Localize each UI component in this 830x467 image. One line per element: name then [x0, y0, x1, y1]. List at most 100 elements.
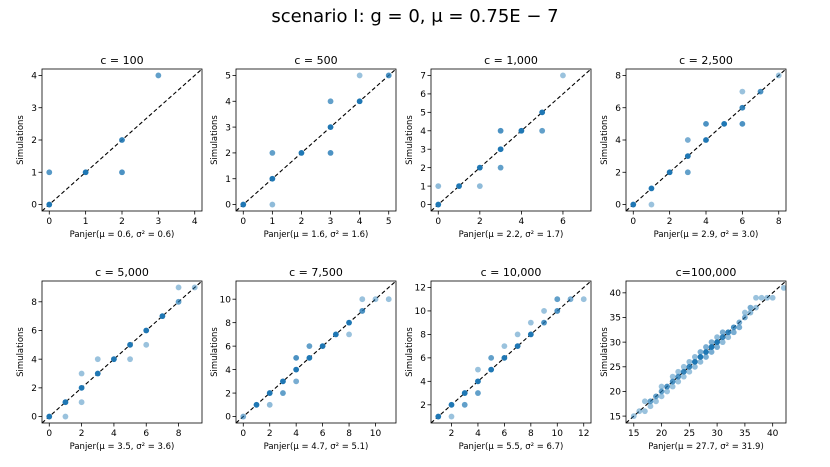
y-tick-label: 1 — [420, 182, 426, 192]
data-point — [94, 370, 101, 377]
data-point — [501, 343, 508, 350]
data-point — [567, 296, 574, 303]
data-point — [476, 164, 483, 171]
y-tick-label: 1 — [225, 175, 231, 185]
y-tick-label: 3 — [225, 123, 231, 133]
data-point — [143, 327, 150, 334]
data-point — [497, 164, 504, 171]
y-tick-label: 0 — [420, 201, 426, 211]
axes-frame — [41, 280, 203, 424]
data-point — [514, 343, 521, 350]
reference-line — [236, 69, 396, 211]
data-point — [554, 296, 561, 303]
y-tick-label: 20 — [610, 388, 622, 398]
data-point — [306, 354, 313, 361]
subplot-5: 0 2 4 6 8 0 2 4 6 8 c = 5,000 Panjer(μ = 3.5, σ² = … — [16, 266, 203, 452]
data-point — [658, 383, 665, 390]
data-point — [435, 201, 442, 208]
subplot-title: c = 500 — [294, 54, 337, 67]
data-point — [78, 384, 85, 391]
data-point — [680, 363, 687, 370]
data-point — [293, 366, 300, 373]
x-tick-label: 6 — [739, 217, 745, 227]
subplot-title: c=100,000 — [676, 266, 737, 279]
data-point — [580, 296, 587, 303]
data-point — [658, 393, 665, 400]
x-tick-label: 0 — [630, 217, 636, 227]
data-point — [630, 201, 637, 208]
x-tick-label: 2 — [667, 217, 673, 227]
y-tick-label: 8 — [225, 319, 231, 329]
data-point — [675, 373, 682, 380]
y-tick-label: 0 — [225, 201, 231, 211]
y-tick-label: 12 — [415, 284, 426, 294]
subplot-title: c = 7,500 — [289, 266, 343, 279]
x-axis-label: Panjer(μ = 2.9, σ² = 3.0) — [654, 230, 759, 240]
data-point — [514, 331, 521, 338]
data-point — [636, 408, 643, 415]
reference-line — [42, 281, 202, 423]
subplot-6: 0 2 4 6 8 10 0 2 4 6 8 10 c = 7,500 Panjer(μ = 4.7, σ… — [210, 266, 397, 452]
data-point — [697, 354, 704, 360]
data-point — [747, 304, 754, 311]
data-point — [269, 175, 276, 182]
x-tick-label: 1 — [83, 217, 89, 227]
y-tick-label: 4 — [420, 378, 426, 388]
x-tick-label: 2 — [267, 429, 273, 439]
y-tick-label: 2 — [31, 384, 37, 394]
data-point — [143, 341, 150, 348]
y-tick-label: 2 — [225, 389, 231, 399]
y-tick-label: 2 — [615, 168, 621, 178]
data-point — [175, 284, 182, 291]
subplot-title: c = 5,000 — [95, 266, 149, 279]
x-tick-label: 4 — [192, 217, 198, 227]
data-point — [82, 169, 89, 176]
data-point — [46, 169, 53, 176]
data-point — [691, 358, 698, 365]
x-tick-label: 35 — [739, 429, 750, 439]
y-tick-label: 15 — [610, 412, 621, 422]
subplot-2: 0 1 2 3 4 5 0 1 2 3 4 5 c = 500 Panjer(μ = 1.6, σ² = … — [210, 54, 397, 240]
y-tick-label: 35 — [610, 314, 621, 324]
data-point — [476, 183, 483, 190]
data-point — [736, 319, 743, 326]
data-point — [155, 72, 162, 79]
data-point — [159, 313, 166, 320]
x-tick-label: 4 — [111, 429, 117, 439]
data-point — [719, 339, 726, 346]
data-point — [191, 284, 198, 291]
data-point — [741, 309, 748, 316]
y-tick-label: 2 — [420, 164, 426, 174]
data-point — [630, 413, 637, 419]
data-point — [739, 120, 746, 127]
data-point — [721, 120, 728, 127]
data-point — [253, 401, 260, 408]
x-axis-label: Panjer(μ = 0.6, σ² = 0.6) — [70, 230, 175, 240]
y-axis-label: Simulations — [210, 115, 220, 165]
data-point — [269, 150, 276, 156]
y-tick-label: 0 — [225, 413, 231, 423]
data-point — [664, 383, 671, 390]
y-tick-label: 6 — [31, 327, 37, 337]
data-point — [714, 334, 721, 341]
x-tick-label: 10 — [552, 429, 564, 439]
x-tick-label: 4 — [703, 217, 709, 227]
data-point — [78, 370, 85, 377]
data-point — [554, 308, 561, 314]
data-point — [448, 413, 455, 420]
data-point — [119, 137, 125, 143]
y-tick-label: 4 — [225, 366, 231, 376]
data-point — [497, 146, 504, 153]
x-tick-label: 4 — [475, 429, 481, 439]
data-point — [127, 356, 133, 363]
data-point — [739, 104, 746, 111]
data-point — [501, 354, 508, 361]
x-tick-label: 6 — [143, 429, 149, 439]
data-point — [647, 398, 654, 405]
x-tick-label: 4 — [357, 217, 363, 227]
data-point — [78, 399, 85, 406]
x-tick-label: 40 — [767, 429, 779, 439]
data-point — [753, 304, 759, 311]
y-axis-label: Simulations — [600, 115, 610, 165]
